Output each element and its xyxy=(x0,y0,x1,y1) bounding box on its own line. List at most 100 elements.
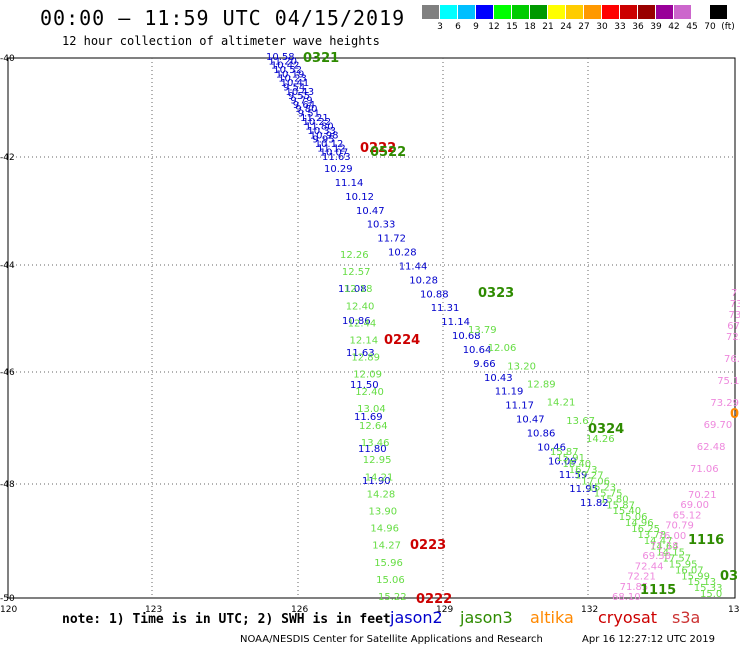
lat-tick-label: -44 xyxy=(0,261,15,271)
wave-height-label: 10.86 xyxy=(342,316,371,327)
pass-time-label: 03 xyxy=(720,569,738,584)
wave-height-label: 10.23 xyxy=(278,74,307,85)
wave-height-label: 76.98 xyxy=(724,354,740,365)
colorbar-label: 39 xyxy=(650,22,662,32)
wave-height-label: 10.88 xyxy=(420,289,449,300)
wave-height-label: 65.12 xyxy=(673,510,702,521)
wave-height-label: 15.75 xyxy=(594,488,623,499)
colorbar-swatch xyxy=(710,5,727,19)
wave-height-label: 14.15 xyxy=(656,548,685,559)
wave-height-label: 9.54 xyxy=(283,82,305,93)
wave-height-label: 11.63 xyxy=(346,348,375,359)
wave-height-label: 10.29 xyxy=(324,164,353,175)
wave-height-label: 16.07 xyxy=(675,565,704,576)
wave-height-label: 12.09 xyxy=(353,370,382,381)
wave-height-label: 11.80 xyxy=(305,122,334,133)
wave-height-label: 17.27 xyxy=(575,471,604,482)
wave-height-label: 10.28 xyxy=(388,248,417,259)
wave-height-label: 10.28 xyxy=(409,275,438,286)
lat-tick-label: -42 xyxy=(0,153,15,163)
pass-time-label: 0224 xyxy=(384,333,420,348)
map-frame xyxy=(7,57,736,599)
pass-time-label: 0522 xyxy=(370,145,406,160)
wave-height-label: 14.27 xyxy=(372,541,401,552)
colorbar-swatch xyxy=(692,5,709,19)
wave-height-label: 70.21 xyxy=(688,490,717,501)
wave-height-label: 10.68 xyxy=(452,331,481,342)
wave-height-label: 10.64 xyxy=(463,345,492,356)
wave-height-label: 72.44 xyxy=(635,561,664,572)
colorbar-label: 6 xyxy=(455,22,461,32)
colorbar-label: (ft) xyxy=(721,22,735,32)
wave-height-label: 10.98 xyxy=(310,130,339,141)
wave-height-label: 14.47 xyxy=(644,536,673,547)
wave-height-label: 14.96 xyxy=(625,518,654,529)
pass-time-label: 0222 xyxy=(360,141,396,156)
wave-height-label: 11.90 xyxy=(362,476,391,487)
lon-tick-label: 129 xyxy=(436,605,453,615)
wave-height-label: 11.19 xyxy=(495,387,524,398)
credit-text: NOAA/NESDIS Center for Satellite Applica… xyxy=(240,634,543,645)
wave-height-label: 10.22 xyxy=(303,117,332,128)
pass-time-label: 0222 xyxy=(416,592,452,607)
pass-time-label: 0223 xyxy=(410,538,446,553)
colorbar-swatch xyxy=(548,5,565,19)
lon-tick-label: 120 xyxy=(0,605,17,615)
wave-height-label: 9.66 xyxy=(473,359,495,370)
colorbar-label: 15 xyxy=(506,22,518,32)
wave-height-label: 15.87 xyxy=(606,500,635,511)
wave-height-label: 62.48 xyxy=(697,442,726,453)
wave-height-label: 10.58 xyxy=(266,52,295,63)
colorbar-swatch xyxy=(494,5,511,19)
colorbar-label: 33 xyxy=(614,22,626,32)
colorbar-swatch xyxy=(566,5,583,19)
colorbar-label: 12 xyxy=(488,22,500,32)
wave-height-label: 9.95 xyxy=(312,135,334,146)
wave-height-label: 11.14 xyxy=(335,178,364,189)
wave-height-label: 14.26 xyxy=(586,434,615,445)
wave-height-label: 13.04 xyxy=(357,404,386,415)
wave-height-label: 10.43 xyxy=(484,373,513,384)
wave-height-label: 11.72 xyxy=(377,234,406,245)
colorbar-swatch xyxy=(476,5,493,19)
lat-tick-label: -40 xyxy=(0,54,15,64)
pass-time-label: 1115 xyxy=(640,583,676,598)
wave-height-label: 12.18 xyxy=(344,284,373,295)
wave-height-label: 10.47 xyxy=(356,206,385,217)
lon-tick-label: 123 xyxy=(145,605,162,615)
wave-height-label: 15.80 xyxy=(600,494,629,505)
wave-height-label: 12.06 xyxy=(488,343,517,354)
wave-height-label: 12.89 xyxy=(527,380,556,391)
lon-tick-label: 126 xyxy=(291,605,308,615)
colorbar-swatch xyxy=(620,5,637,19)
wave-height-label: 13.46 xyxy=(361,438,390,449)
wave-height-label: 15.06 xyxy=(619,512,648,523)
colorbar-swatch xyxy=(584,5,601,19)
colorbar-label: 42 xyxy=(668,22,680,32)
wave-height-label: 11.31 xyxy=(431,303,460,314)
colorbar-swatch xyxy=(440,5,457,19)
map-subtitle: 12 hour collection of altimeter wave hei… xyxy=(62,34,380,48)
wave-height-label: 75.19 xyxy=(717,376,740,387)
lon-tick-label: 132 xyxy=(581,605,598,615)
wave-height-label: 11.59 xyxy=(559,470,588,481)
colorbar-swatch xyxy=(638,5,655,19)
wave-height-label: 71.18 xyxy=(650,541,679,552)
wave-height-label: 11.08 xyxy=(338,284,367,295)
wave-height-label: 11.50 xyxy=(350,380,379,391)
units-note: note: 1) Time is in UTC; 2) SWH is in fe… xyxy=(62,612,391,627)
wave-height-label: 14.64 xyxy=(650,542,679,553)
wave-height-label: 11.80 xyxy=(358,444,387,455)
wave-height-label: 71.06 xyxy=(690,464,719,475)
wave-height-label: 15.96 xyxy=(374,558,403,569)
wave-height-label: 10.41 xyxy=(281,78,310,89)
wave-height-label: 13.78 xyxy=(638,530,667,541)
colorbar-label: 70 xyxy=(704,22,716,32)
colorbar-label: 45 xyxy=(686,22,698,32)
wave-height-label: 10.33 xyxy=(307,126,336,137)
wave-height-label: 14.21 xyxy=(547,398,576,409)
colorbar-label: 18 xyxy=(524,22,536,32)
colorbar-label: 3 xyxy=(437,22,443,32)
wave-height-label: 9.55 xyxy=(288,91,310,102)
